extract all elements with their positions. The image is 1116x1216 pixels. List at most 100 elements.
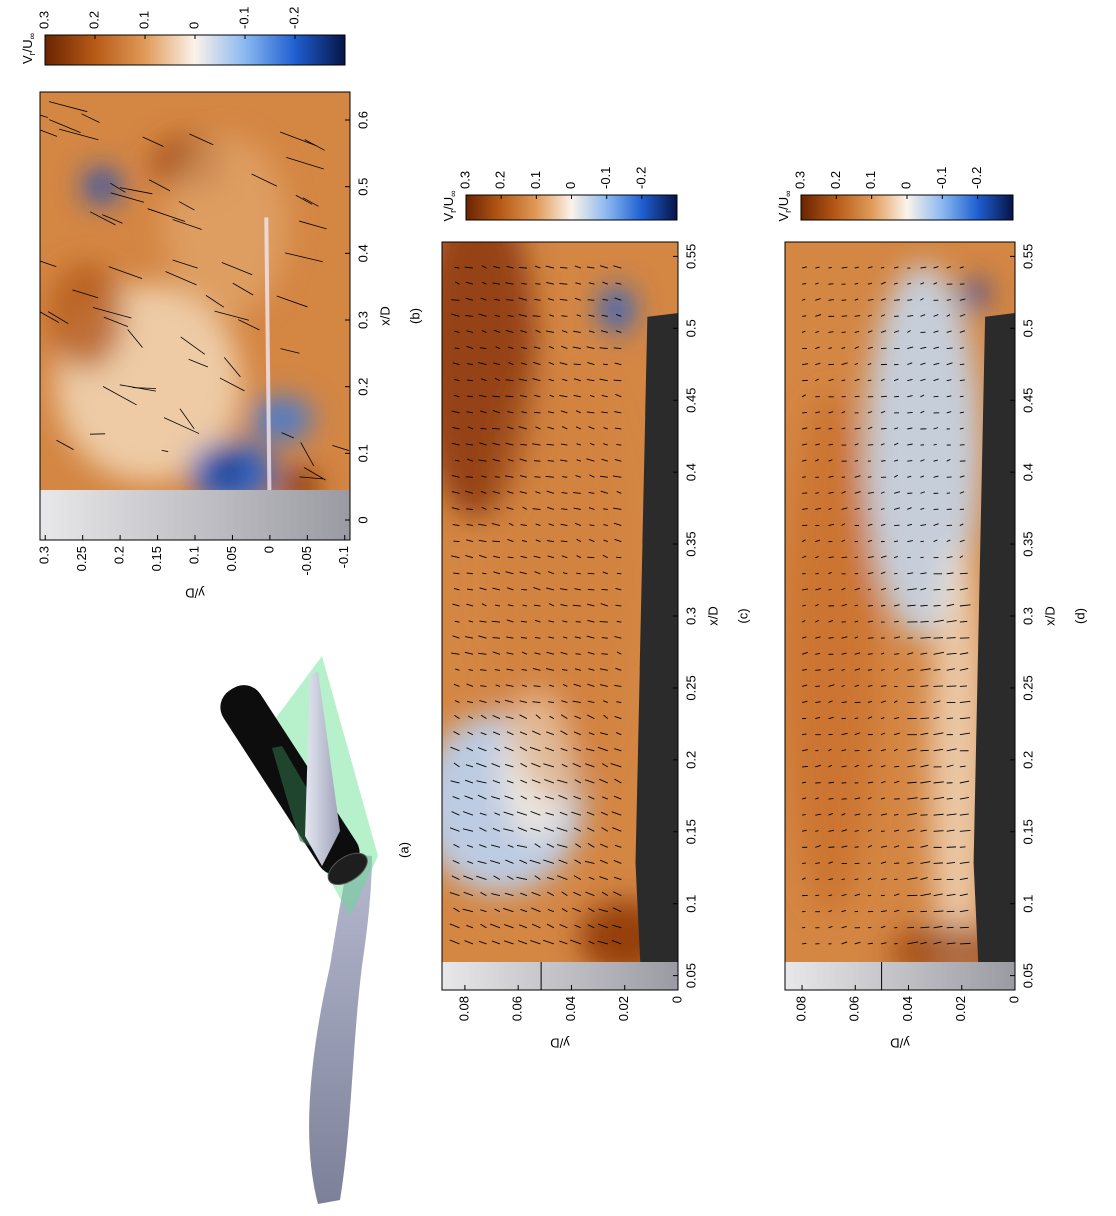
vector-arrow <box>614 380 622 381</box>
hub-region <box>442 962 678 990</box>
vector-arrow <box>842 879 845 880</box>
colorbar-label-part: /U <box>776 197 791 210</box>
vector-arrow <box>466 509 473 510</box>
x-tick-label: 0.15 <box>1020 819 1035 844</box>
field-blob <box>600 287 633 332</box>
vector-arrow <box>600 622 608 623</box>
y-tick-label: 0.2 <box>112 546 127 564</box>
x-tick-label: 0.5 <box>1020 319 1035 337</box>
vector-arrow <box>534 686 541 687</box>
colorbar-tick-label: -0.1 <box>934 167 949 189</box>
panel-label: (d) <box>1072 608 1087 624</box>
vector-arrow <box>603 364 608 365</box>
vector-arrow <box>907 461 912 462</box>
field-blob <box>211 455 242 482</box>
x-axis-label: x/D <box>705 606 720 626</box>
contour-field <box>12 92 350 540</box>
vector-arrow <box>960 847 966 848</box>
vector-arrow <box>466 477 473 478</box>
y-axis-label: y/D <box>185 586 205 601</box>
colorbar-label-part: ∞ <box>448 190 458 196</box>
page: Velocity field figure html, body { margi… <box>0 0 1116 1216</box>
vector-arrow <box>815 895 819 896</box>
x-axis-label: x/D <box>1042 606 1057 626</box>
vector-arrow <box>947 348 953 349</box>
vector-arrow <box>894 766 899 767</box>
nacelle-region <box>40 490 350 540</box>
x-tick-label: 0.4 <box>355 244 370 262</box>
y-tick-label: 0.02 <box>953 996 968 1021</box>
vector-arrow <box>588 573 595 574</box>
colorbar-tick-label: -0.2 <box>969 167 984 189</box>
vector-arrow <box>934 396 939 397</box>
field-blob <box>164 137 288 316</box>
vector-arrow <box>920 702 925 703</box>
vector-arrow <box>535 284 540 285</box>
vector-arrow <box>815 670 821 671</box>
vector-arrow <box>960 686 967 687</box>
colorbar-tick-label: 0 <box>898 182 913 189</box>
vector-arrow <box>934 605 941 606</box>
x-axis-label: x/D <box>377 306 392 326</box>
y-tick-label: 0.06 <box>847 996 862 1021</box>
x-tick-label: 0.1 <box>1020 895 1035 913</box>
vector-arrow <box>451 300 459 301</box>
vector-arrow <box>617 573 621 574</box>
x-tick-label: 0.05 <box>1020 963 1035 988</box>
vector-arrow <box>587 557 594 558</box>
page-body: {"panels": { "a": {"label": "(a)"}, "b":… <box>0 0 1116 1216</box>
x-tick-label: 0.55 <box>683 244 698 269</box>
colorbar-tick-label: -0.2 <box>633 167 648 189</box>
vector-arrow <box>934 638 943 639</box>
x-tick-label: 0.1 <box>683 895 698 913</box>
y-tick-label: 0.06 <box>510 996 525 1021</box>
x-tick-label: 0.15 <box>683 819 698 844</box>
colorbar-tick-label: -0.1 <box>236 7 251 29</box>
field-blob <box>251 397 313 442</box>
panel-label: (a) <box>396 842 411 858</box>
colorbar-tick-label: 0 <box>186 22 201 29</box>
blade <box>309 854 372 1204</box>
figure: (a) 00.10.20.30.40.50.6-0.1-0.0500.050.1… <box>0 0 1116 1216</box>
y-tick-label: 0.3 <box>37 546 52 564</box>
vector-arrow <box>506 300 513 301</box>
vector-arrow <box>493 638 500 639</box>
y-tick-label: 0 <box>261 546 276 553</box>
x-tick-label: 0.2 <box>1020 751 1035 769</box>
vector-arrow <box>508 557 514 558</box>
colorbar-tick-label: -0.2 <box>286 7 301 29</box>
x-tick-label: 0 <box>355 516 370 523</box>
colorbar <box>45 35 345 65</box>
vector-arrow <box>601 654 608 655</box>
vector-arrow <box>453 541 459 542</box>
vector-arrow <box>574 364 581 365</box>
vector-arrow <box>495 477 500 478</box>
vector-arrow <box>521 589 527 590</box>
vector-arrow <box>920 557 923 558</box>
vector-arrow <box>868 654 873 655</box>
vector-arrow <box>894 300 900 301</box>
x-tick-label: 0.5 <box>355 178 370 196</box>
vector-arrow <box>868 863 871 864</box>
vector-arrow <box>576 622 581 623</box>
vector-arrow <box>616 557 621 558</box>
y-tick-label: 0 <box>1006 996 1021 1003</box>
vector-arrow <box>815 493 819 494</box>
colorbar-label-part: ∞ <box>783 190 793 196</box>
panel-label: (c) <box>735 608 750 623</box>
vector-arrow <box>960 396 964 397</box>
vector-arrow <box>960 364 964 365</box>
colorbar-tick-label: 0.1 <box>528 171 543 189</box>
vector-arrow <box>920 750 928 751</box>
colorbar-tick-label: 0.1 <box>136 11 151 29</box>
vector-arrow <box>828 589 831 590</box>
vector-arrow <box>881 428 887 429</box>
y-tick-label: 0.04 <box>900 996 915 1021</box>
y-tick-label: 0.15 <box>149 546 164 571</box>
colorbar-label: Vr/U∞ <box>441 190 458 221</box>
colorbar-label-part: V <box>20 55 35 64</box>
vector-arrow <box>947 927 954 928</box>
x-tick-label: 0.3 <box>1020 607 1035 625</box>
vector-arrow <box>480 670 486 671</box>
y-tick-label: 0.05 <box>224 546 239 571</box>
